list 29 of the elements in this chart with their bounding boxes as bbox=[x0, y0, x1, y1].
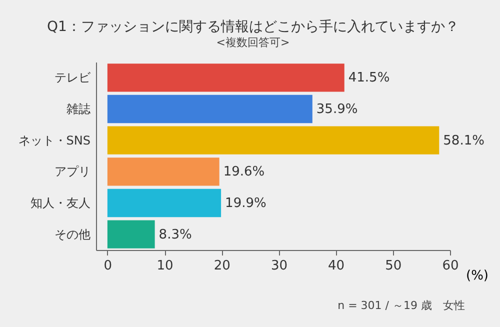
data-label: 19.6% bbox=[223, 164, 265, 180]
data-label: 19.9% bbox=[225, 196, 266, 211]
y-tick-label: 知人・友人 bbox=[30, 196, 90, 210]
x-tick-label: 40 bbox=[328, 258, 345, 274]
bar bbox=[107, 64, 344, 92]
data-label: 35.9% bbox=[316, 102, 358, 117]
x-tick-label: 10 bbox=[156, 258, 174, 274]
y-tick-label: ネット・SNS bbox=[18, 133, 90, 148]
data-label: 41.5% bbox=[348, 70, 390, 86]
x-tick-label: 0 bbox=[104, 258, 112, 274]
data-label: 58.1% bbox=[443, 133, 484, 148]
bar bbox=[107, 158, 220, 186]
y-tick-label: アプリ bbox=[54, 164, 90, 179]
bar bbox=[107, 94, 312, 124]
x-tick-label: 30 bbox=[270, 258, 288, 274]
text: n = 301 / ～19 歳 女性 bbox=[338, 299, 465, 312]
chart-title: Q1：ファッションに関する情報はどこから手に入れていますか？ bbox=[47, 19, 459, 35]
y-tick-label: その他 bbox=[54, 227, 90, 242]
y-tick-label: テレビ bbox=[54, 70, 92, 85]
bar bbox=[107, 188, 222, 218]
x-tick-label: 20 bbox=[214, 258, 230, 274]
x-tick-label: 50 bbox=[385, 258, 402, 274]
chart-subtitle: <複数回答可> bbox=[216, 36, 290, 49]
bar bbox=[107, 126, 440, 154]
y-tick-label: 雑誌 bbox=[66, 102, 90, 116]
x-axis-title: (%) bbox=[466, 268, 488, 284]
data-label: 8.3% bbox=[158, 227, 192, 242]
bar bbox=[107, 220, 155, 248]
x-tick-label: 60 bbox=[442, 258, 459, 274]
